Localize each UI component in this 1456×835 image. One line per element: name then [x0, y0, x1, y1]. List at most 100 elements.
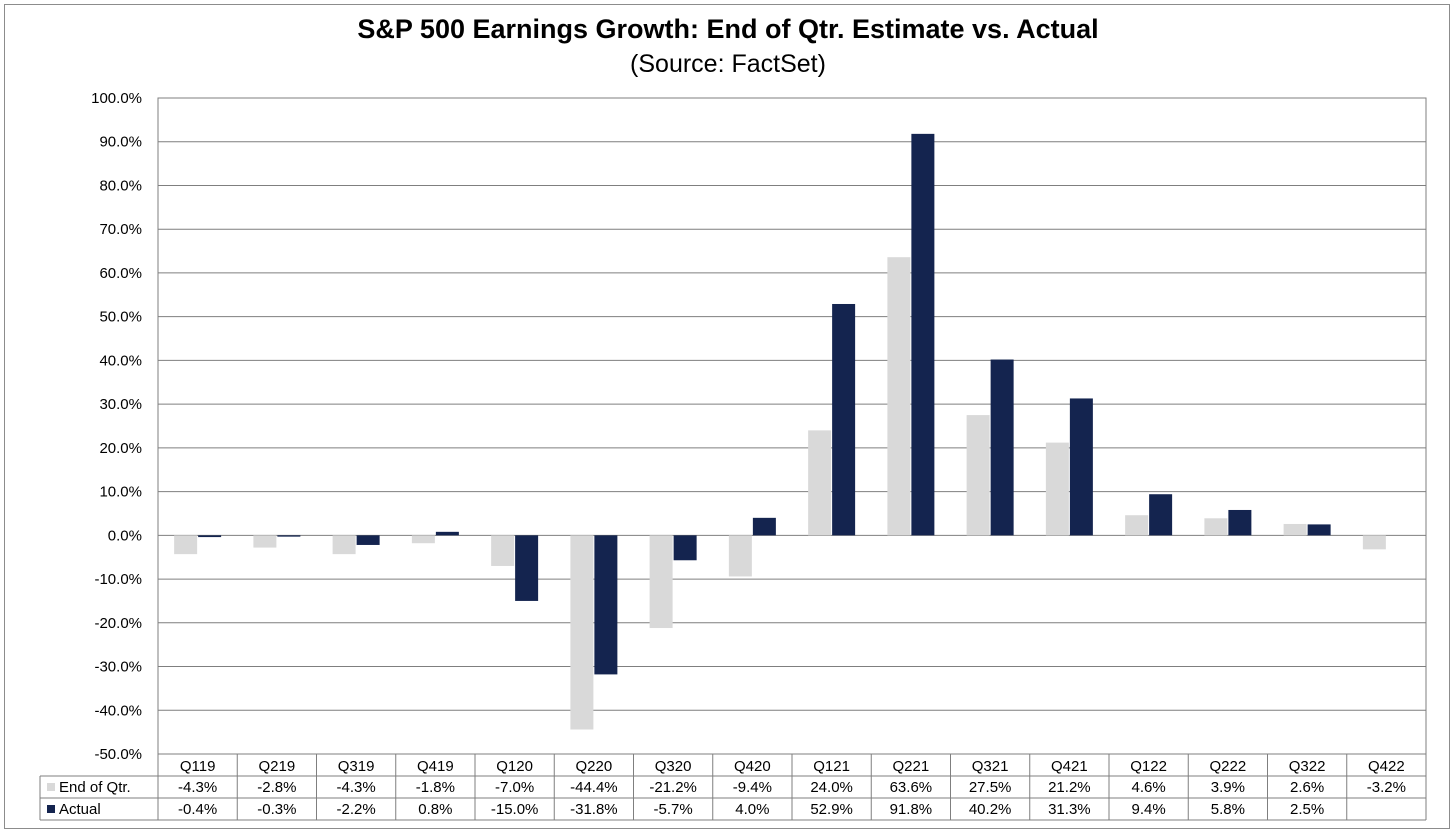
y-tick-label: 60.0%	[99, 265, 142, 282]
y-tick-label: 50.0%	[99, 309, 142, 326]
data-label: 3.9%	[1211, 779, 1245, 796]
bar-estimate	[1045, 442, 1069, 536]
bar-estimate	[332, 535, 356, 555]
chart-title: S&P 500 Earnings Growth: End of Qtr. Est…	[357, 14, 1099, 44]
bar-estimate	[253, 535, 277, 548]
bar-estimate	[649, 535, 673, 629]
bar-actual	[435, 531, 459, 536]
data-label: 91.8%	[890, 801, 933, 818]
data-label: 2.5%	[1290, 801, 1324, 818]
data-label: -3.2%	[1367, 779, 1406, 796]
data-label: -4.3%	[178, 779, 217, 796]
y-tick-label: 90.0%	[99, 134, 142, 151]
data-label: 40.2%	[969, 801, 1012, 818]
y-tick-label: -40.0%	[94, 702, 142, 719]
x-category-label: Q419	[417, 758, 454, 775]
legend-label: Actual	[59, 801, 101, 818]
data-label: -0.3%	[257, 801, 296, 818]
x-category-label: Q219	[259, 758, 296, 775]
bar-estimate	[808, 430, 832, 536]
bar-actual	[752, 517, 776, 536]
data-label: 4.0%	[735, 801, 769, 818]
data-label: -7.0%	[495, 779, 534, 796]
data-label: -44.4%	[570, 779, 618, 796]
y-tick-label: 80.0%	[99, 177, 142, 194]
bar-actual	[356, 535, 380, 545]
bar-estimate	[728, 535, 752, 577]
bar-estimate	[1204, 518, 1228, 536]
x-category-label: Q220	[576, 758, 613, 775]
x-category-label: Q422	[1368, 758, 1405, 775]
data-label: -21.2%	[649, 779, 697, 796]
bar-estimate	[1125, 515, 1149, 536]
y-tick-label: 20.0%	[99, 440, 142, 457]
bar-estimate	[491, 535, 515, 566]
bar-actual	[594, 535, 618, 675]
x-category-label: Q420	[734, 758, 771, 775]
data-label: 21.2%	[1048, 779, 1091, 796]
y-tick-label: 10.0%	[99, 484, 142, 501]
plot-area	[157, 97, 1427, 755]
bar-actual	[515, 535, 539, 601]
bar-estimate	[411, 535, 435, 544]
bar-actual	[277, 535, 301, 537]
data-label: -15.0%	[491, 801, 539, 818]
y-tick-label: 70.0%	[99, 221, 142, 238]
data-label: 2.6%	[1290, 779, 1324, 796]
bar-actual	[198, 535, 222, 538]
bar-actual	[990, 359, 1014, 536]
y-tick-label: -30.0%	[94, 659, 142, 676]
legend-key	[47, 783, 55, 791]
data-label: 5.8%	[1211, 801, 1245, 818]
legend-label: End of Qtr.	[59, 779, 131, 796]
bar-actual	[1149, 494, 1173, 536]
x-category-label: Q421	[1051, 758, 1088, 775]
bar-actual	[832, 303, 856, 536]
data-label: -31.8%	[570, 801, 618, 818]
x-category-label: Q122	[1130, 758, 1167, 775]
chart-frame	[4, 4, 1450, 829]
x-category-label: Q320	[655, 758, 692, 775]
bar-actual	[1069, 398, 1093, 536]
x-category-label: Q222	[1210, 758, 1247, 775]
data-label: -1.8%	[416, 779, 455, 796]
bar-estimate	[1362, 535, 1386, 550]
y-tick-label: -10.0%	[94, 571, 142, 588]
data-label: -9.4%	[733, 779, 772, 796]
data-label: -0.4%	[178, 801, 217, 818]
x-category-label: Q322	[1289, 758, 1326, 775]
y-tick-label: 30.0%	[99, 396, 142, 413]
bar-actual	[911, 133, 935, 536]
bar-estimate	[966, 415, 990, 536]
data-label: -2.8%	[257, 779, 296, 796]
chart-subtitle: (Source: FactSet)	[630, 50, 826, 78]
data-label: 9.4%	[1132, 801, 1166, 818]
data-label: 27.5%	[969, 779, 1012, 796]
bar-estimate	[570, 535, 594, 730]
y-tick-label: 0.0%	[108, 527, 142, 544]
data-label: 24.0%	[810, 779, 853, 796]
y-tick-label: -20.0%	[94, 615, 142, 632]
data-label: 4.6%	[1132, 779, 1166, 796]
x-category-label: Q121	[813, 758, 850, 775]
y-tick-label: 40.0%	[99, 352, 142, 369]
bar-estimate	[887, 257, 911, 536]
x-category-label: Q321	[972, 758, 1009, 775]
data-label: -5.7%	[654, 801, 693, 818]
bar-estimate	[174, 535, 198, 555]
data-label: 52.9%	[810, 801, 853, 818]
bar-actual	[1228, 509, 1252, 536]
x-category-label: Q120	[496, 758, 533, 775]
x-category-label: Q221	[893, 758, 930, 775]
data-label: 31.3%	[1048, 801, 1091, 818]
y-tick-label: 100.0%	[91, 90, 142, 107]
x-category-label: Q119	[180, 758, 216, 775]
data-label: -4.3%	[337, 779, 376, 796]
bar-estimate	[1283, 523, 1307, 536]
x-category-label: Q319	[338, 758, 375, 775]
data-label: -2.2%	[337, 801, 376, 818]
data-label: 63.6%	[890, 779, 933, 796]
bar-actual	[1307, 524, 1331, 536]
y-tick-label: -50.0%	[94, 746, 142, 763]
